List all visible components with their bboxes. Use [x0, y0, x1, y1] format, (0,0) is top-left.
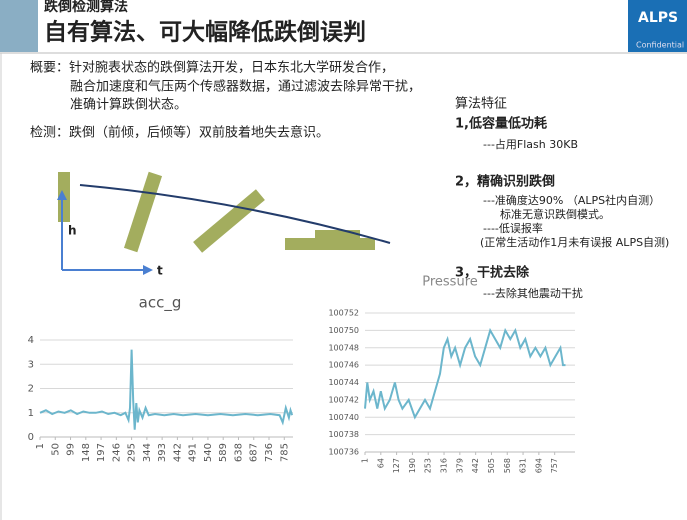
axis-label: h — [68, 224, 77, 238]
feature-heading: 3，干扰去除 — [455, 265, 530, 281]
x-tick-label: 99 — [66, 443, 77, 456]
x-tick-label: 253 — [424, 458, 433, 473]
axis-label: t — [157, 264, 163, 278]
feature-line: ----低误报率 — [483, 221, 543, 235]
x-tick-label: 246 — [111, 443, 122, 462]
x-tick-label: 295 — [127, 443, 138, 462]
x-tick-label: 568 — [503, 458, 512, 473]
x-tick-label: 190 — [408, 458, 417, 473]
y-tick-label: 100748 — [328, 343, 359, 352]
y-tick-label: 100740 — [328, 413, 359, 422]
arrowhead — [143, 265, 153, 275]
logo: ALPS — [638, 10, 678, 26]
y-tick-label: 100746 — [328, 361, 359, 370]
x-tick-label: 379 — [455, 458, 464, 473]
y-tick-label: 100744 — [328, 378, 359, 387]
feature-heading: 2，精确识别跌倒 — [455, 174, 555, 190]
overview-line: 融合加速度和气压两个传感器数据，通过滤波去除异常干扰， — [70, 79, 421, 95]
arrowhead — [57, 190, 67, 200]
detection: 检测：跌倒（前倾，后倾等）双前肢着地失去意识。 — [30, 125, 329, 141]
x-tick-label: 491 — [188, 443, 199, 462]
header-block — [0, 0, 38, 52]
chart-title: Pressure — [422, 275, 478, 290]
x-tick-label: 757 — [550, 458, 559, 473]
x-tick-label: 316 — [440, 458, 449, 473]
data-line — [39, 349, 294, 430]
x-tick-label: 64 — [376, 458, 385, 468]
confidential: Confidential — [636, 41, 684, 50]
x-tick-label: 197 — [96, 443, 107, 462]
x-tick-label: 442 — [471, 458, 480, 473]
feature-line: ---占用Flash 30KB — [483, 137, 578, 151]
feature-line: 标准无意识跌倒模式。 — [500, 207, 610, 221]
y-tick-label: 100752 — [328, 309, 359, 318]
y-tick-label: 0 — [28, 432, 34, 443]
x-tick-label: 631 — [519, 458, 528, 473]
y-tick-label: 100738 — [328, 430, 359, 439]
x-tick-label: 393 — [157, 443, 168, 462]
features-title: 算法特征 — [455, 97, 507, 112]
y-tick-label: 4 — [28, 335, 34, 346]
figure — [193, 189, 265, 253]
overview-line: 准确计算跌倒状态。 — [70, 97, 187, 113]
feature-heading: 1,低容量低功耗 — [455, 116, 547, 132]
y-tick-label: 100736 — [328, 448, 359, 457]
illustration — [58, 171, 375, 253]
x-tick-label: 540 — [203, 443, 214, 462]
y-tick-label: 1 — [28, 408, 34, 419]
x-tick-label: 785 — [279, 443, 290, 462]
figure — [123, 171, 163, 253]
y-tick-label: 100742 — [328, 395, 359, 404]
y-tick-label: 3 — [28, 359, 34, 370]
title: 自有算法、可大幅降低跌倒误判 — [44, 19, 366, 46]
subtitle: 跌倒检测算法 — [44, 0, 128, 15]
x-tick-label: 127 — [392, 458, 401, 473]
x-tick-label: 1 — [361, 458, 370, 463]
feature-line: ---准确度达90% （ALPS社内自测） — [483, 193, 660, 207]
y-tick-label: 100750 — [328, 326, 359, 335]
fall-curve — [79, 184, 391, 244]
x-tick-label: 442 — [172, 443, 183, 462]
figure — [315, 230, 360, 242]
x-tick-label: 1 — [35, 443, 46, 449]
x-tick-label: 736 — [264, 443, 275, 462]
x-tick-label: 589 — [218, 443, 229, 462]
y-tick-label: 2 — [28, 384, 34, 395]
feature-line: (正常生活动作1月未有误报 ALPS自测) — [480, 235, 669, 249]
chart-title: acc_g — [139, 294, 182, 313]
x-tick-label: 148 — [81, 443, 92, 462]
logo-box — [628, 0, 687, 52]
overview-line: 概要：针对腕表状态的跌倒算法开发，日本东北大学研发合作， — [30, 60, 394, 76]
x-tick-label: 687 — [249, 443, 260, 462]
x-tick-label: 694 — [534, 458, 543, 473]
x-tick-label: 344 — [142, 443, 153, 462]
x-tick-label: 50 — [50, 443, 61, 456]
x-tick-label: 638 — [233, 443, 244, 462]
data-line — [364, 327, 566, 420]
x-tick-label: 505 — [487, 458, 496, 473]
feature-line: ---去除其他震动干扰 — [483, 286, 583, 300]
